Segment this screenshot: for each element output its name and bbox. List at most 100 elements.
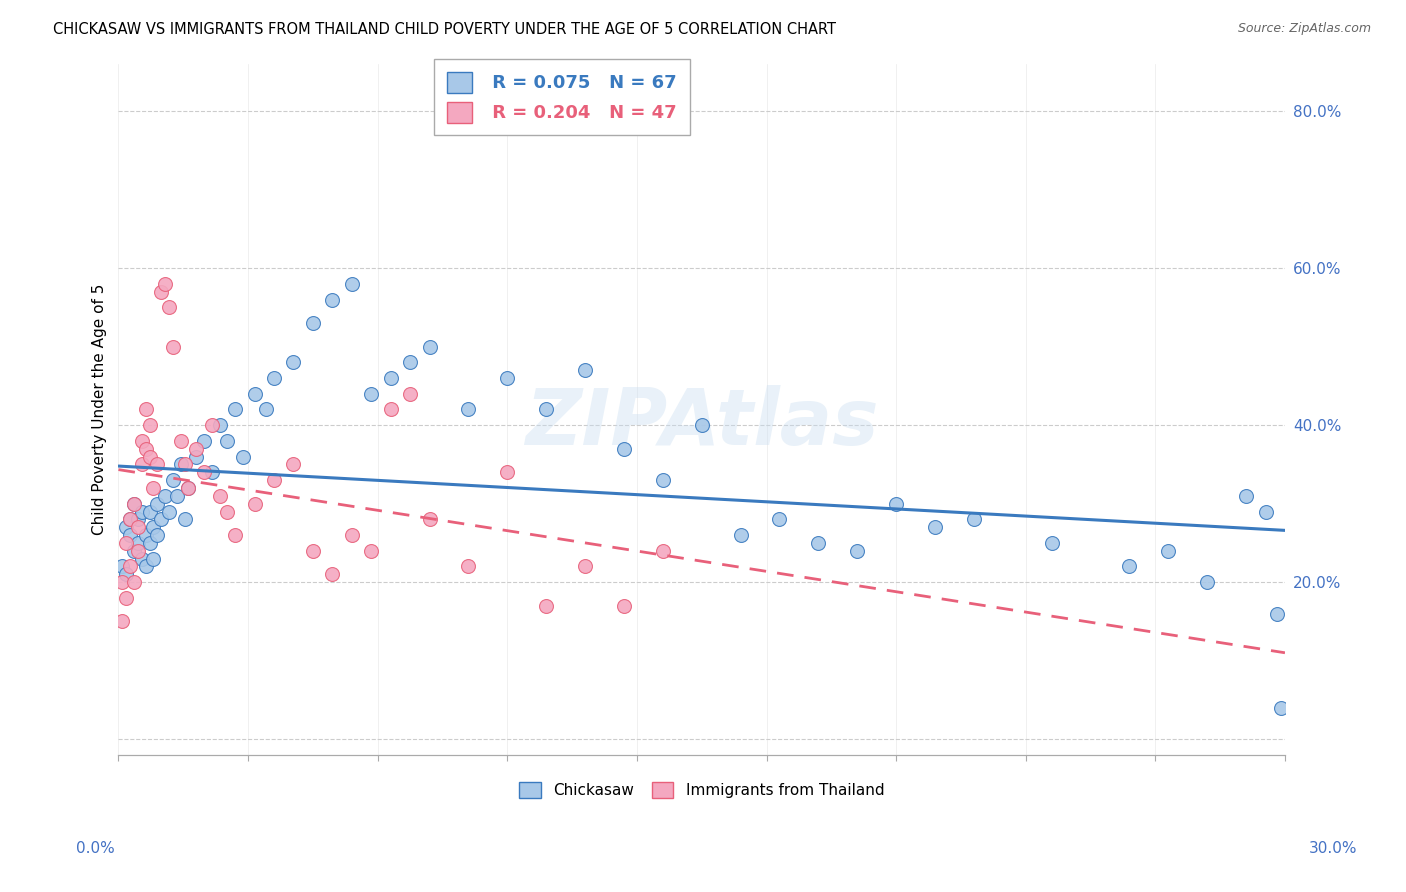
Point [122, 497, 145, 511]
Point [169, 458, 191, 472]
Point [574, 363, 596, 377]
Point [169, 434, 191, 448]
Point [496, 465, 519, 479]
Point [1157, 543, 1180, 558]
Point [418, 512, 440, 526]
Point [651, 543, 673, 558]
Point [399, 386, 422, 401]
Point [162, 340, 184, 354]
Point [418, 340, 440, 354]
Point [243, 497, 266, 511]
Point [321, 293, 343, 307]
Point [360, 543, 382, 558]
Point [135, 442, 157, 456]
Point [142, 481, 165, 495]
Point [177, 481, 200, 495]
Point [157, 301, 180, 315]
Point [496, 371, 519, 385]
Point [111, 559, 134, 574]
Point [1040, 536, 1063, 550]
Point [232, 450, 254, 464]
Point [651, 473, 673, 487]
Point [1265, 607, 1288, 621]
Point [115, 591, 138, 605]
Legend: Chickasaw, Immigrants from Thailand: Chickasaw, Immigrants from Thailand [512, 775, 891, 806]
Point [1254, 504, 1277, 518]
Point [1270, 700, 1292, 714]
Point [360, 386, 382, 401]
Point [142, 551, 165, 566]
Point [690, 418, 713, 433]
Point [321, 567, 343, 582]
Point [120, 528, 142, 542]
Point [111, 615, 134, 629]
Point [457, 402, 479, 417]
Point [146, 458, 169, 472]
Y-axis label: Child Poverty Under the Age of 5: Child Poverty Under the Age of 5 [93, 284, 107, 535]
Point [399, 355, 422, 369]
Point [157, 504, 180, 518]
Point [127, 520, 149, 534]
Point [162, 473, 184, 487]
Point [115, 520, 138, 534]
Point [150, 285, 173, 299]
Point [127, 536, 149, 550]
Point [224, 528, 246, 542]
Point [201, 465, 224, 479]
Point [127, 512, 149, 526]
Point [122, 543, 145, 558]
Point [924, 520, 946, 534]
Point [120, 512, 142, 526]
Point [131, 504, 153, 518]
Point [254, 402, 277, 417]
Point [120, 512, 142, 526]
Point [217, 504, 239, 518]
Point [173, 458, 195, 472]
Point [208, 418, 231, 433]
Point [302, 543, 325, 558]
Point [807, 536, 830, 550]
Point [768, 512, 790, 526]
Point [111, 575, 134, 590]
Point [884, 497, 907, 511]
Point [166, 489, 188, 503]
Point [193, 465, 215, 479]
Point [153, 489, 176, 503]
Point [534, 599, 557, 613]
Point [138, 504, 160, 518]
Point [177, 481, 200, 495]
Point [193, 434, 215, 448]
Point [150, 512, 173, 526]
Point [138, 450, 160, 464]
Point [217, 434, 239, 448]
Point [263, 473, 285, 487]
Point [340, 277, 363, 291]
Point [224, 402, 246, 417]
Point [534, 402, 557, 417]
Point [153, 277, 176, 291]
Point [1234, 489, 1257, 503]
Point [243, 386, 266, 401]
Point [131, 434, 153, 448]
Point [963, 512, 986, 526]
Point [380, 371, 402, 385]
Point [613, 442, 636, 456]
Point [1197, 575, 1219, 590]
Point [135, 528, 157, 542]
Text: 30.0%: 30.0% [1309, 841, 1357, 856]
Point [115, 536, 138, 550]
Text: 0.0%: 0.0% [76, 841, 115, 856]
Point [138, 418, 160, 433]
Point [122, 497, 145, 511]
Point [1118, 559, 1140, 574]
Point [127, 543, 149, 558]
Point [340, 528, 363, 542]
Point [131, 458, 153, 472]
Point [173, 512, 195, 526]
Point [730, 528, 752, 542]
Point [131, 551, 153, 566]
Point [186, 450, 208, 464]
Point [263, 371, 285, 385]
Text: ZIPAtlas: ZIPAtlas [524, 385, 879, 461]
Point [302, 316, 325, 330]
